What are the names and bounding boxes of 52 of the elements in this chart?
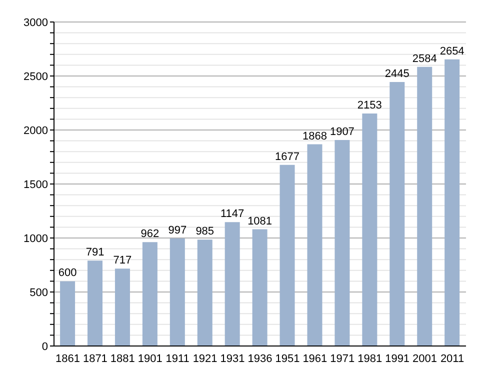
bar	[252, 229, 268, 346]
x-tick-label: 1911	[166, 352, 190, 365]
x-tick-label: 1971	[330, 352, 355, 365]
x-tick-label: 1961	[302, 352, 328, 365]
data-label: 2445	[384, 68, 410, 80]
x-tick-label: 2011	[440, 352, 464, 365]
data-label: 1907	[330, 126, 354, 138]
bar	[307, 144, 322, 346]
bar	[280, 164, 295, 346]
x-tick-label: 1901	[138, 352, 162, 365]
data-label: 717	[113, 254, 132, 267]
data-label: 2654	[440, 45, 464, 58]
bar	[114, 268, 130, 346]
y-tick-label: 1000	[24, 232, 48, 245]
x-tick-label: 1871	[82, 352, 108, 365]
bar	[60, 281, 76, 346]
y-tick-label: 2500	[24, 70, 48, 83]
data-label: 2153	[357, 99, 382, 112]
bar	[334, 140, 350, 346]
x-tick-label: 2001	[412, 352, 438, 365]
data-label: 1081	[248, 215, 272, 228]
x-tick-label: 1951	[275, 352, 300, 365]
y-tick-label: 0	[42, 340, 48, 353]
data-label: 997	[168, 224, 187, 236]
data-label: 962	[140, 228, 160, 240]
bar	[417, 66, 432, 346]
bar	[197, 240, 212, 346]
x-tick-label: 1991	[385, 352, 410, 365]
x-tick-label: 1921	[192, 352, 218, 365]
x-tick-label: 1931	[220, 352, 245, 365]
y-tick-label: 2000	[24, 124, 48, 137]
data-label: 1147	[220, 208, 244, 220]
data-label: 1677	[275, 150, 300, 163]
x-tick-label: 1936	[248, 352, 272, 365]
bar	[170, 238, 185, 346]
bar	[88, 260, 103, 346]
bar	[142, 242, 158, 346]
y-tick-label: 1500	[24, 178, 48, 191]
x-tick-label: 1861	[55, 352, 80, 365]
bar	[224, 222, 240, 346]
data-label: 985	[196, 226, 214, 238]
x-tick-label: 1981	[358, 352, 382, 365]
data-label: 791	[86, 246, 104, 259]
y-tick-label: 3000	[24, 16, 48, 29]
bar	[390, 82, 405, 346]
bar	[362, 113, 378, 346]
bar	[444, 59, 460, 346]
data-label: 1868	[302, 130, 327, 142]
y-tick-label: 500	[30, 286, 48, 299]
x-tick-label: 1881	[110, 352, 135, 365]
data-label: 600	[58, 267, 77, 280]
data-label: 2584	[412, 52, 437, 65]
